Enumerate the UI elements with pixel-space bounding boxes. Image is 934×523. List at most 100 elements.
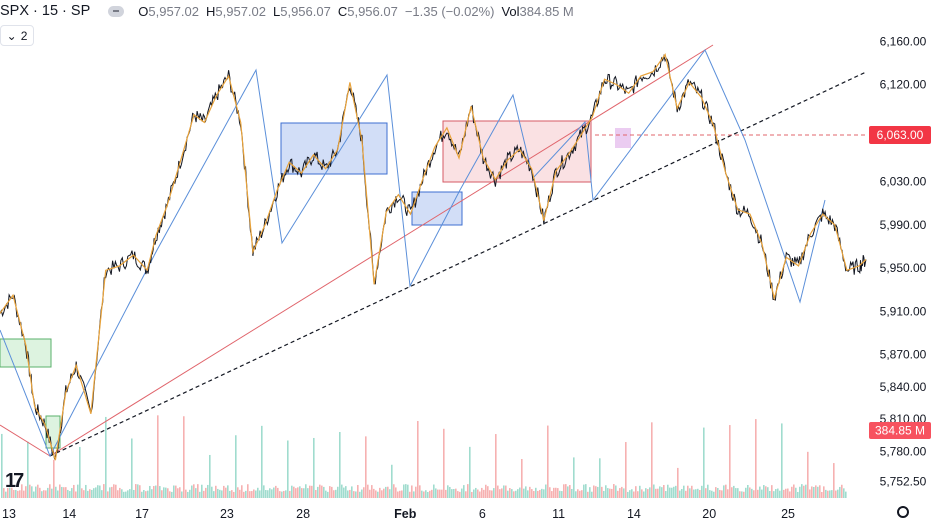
volume-bar: [669, 487, 671, 498]
volume-bar: [439, 489, 441, 498]
time-axis[interactable]: 13 14 17 23 28 Feb 6 11 14 20 25: [2, 507, 795, 521]
volume-bar: [427, 491, 429, 498]
volume-bar: [365, 436, 367, 498]
volume-bar: [279, 491, 281, 498]
volume-bar: [145, 491, 147, 498]
volume-bar: [593, 485, 595, 498]
volume-bar: [87, 490, 89, 498]
red-trend-line-main[interactable]: [49, 44, 714, 457]
volume-bar: [309, 485, 311, 498]
volume-bar: [127, 490, 129, 498]
volume-bar: [643, 491, 645, 498]
volume-bar: [825, 489, 827, 498]
blue-zone-box-2[interactable]: [411, 191, 463, 226]
volume-bar: [619, 488, 621, 498]
volume-bar: [117, 490, 119, 498]
volume-tag-text: 384.85 M: [875, 424, 925, 438]
volume-bar: [433, 484, 435, 498]
pink-marker-box[interactable]: [615, 128, 631, 148]
volume-bar: [477, 489, 479, 498]
volume-bar: [453, 489, 455, 498]
volume-bar: [397, 491, 399, 498]
trend-lines[interactable]: [0, 44, 868, 458]
volume-bar: [27, 441, 29, 498]
volume-bar: [561, 491, 563, 498]
volume-bar: [459, 491, 461, 498]
blue-swing-line[interactable]: [0, 49, 826, 458]
volume-bar: [383, 488, 385, 498]
volume-bar: [191, 485, 193, 498]
red-trend-line[interactable]: [0, 424, 51, 457]
volume-bar: [651, 422, 653, 498]
volume-bar: [281, 491, 283, 498]
drawn-rectangles[interactable]: [0, 120, 631, 449]
volume-bar: [89, 489, 91, 498]
volume-bar: [239, 489, 241, 498]
visibility-icon[interactable]: [108, 5, 125, 17]
volume-bar: [721, 490, 723, 498]
tradingview-logo[interactable]: 17: [5, 470, 24, 492]
zigzag-line[interactable]: [0, 52, 867, 461]
volume-bar: [149, 485, 151, 498]
volume-bar: [515, 490, 517, 498]
volume-bar: [675, 485, 677, 498]
volume-bar: [367, 484, 369, 498]
volume-bar: [177, 488, 179, 498]
volume-bar: [203, 490, 205, 498]
vol-label: Vol: [501, 3, 520, 19]
volume-bar: [745, 487, 747, 498]
volume-bar: [497, 485, 499, 498]
y-tick-label: 6,030.00: [880, 175, 927, 189]
volume-bar: [709, 490, 711, 498]
volume-bar: [529, 486, 531, 498]
volume-bar: [411, 485, 413, 498]
volume-bar: [255, 490, 257, 498]
volume-bar: [335, 489, 337, 498]
volume-bar: [21, 484, 23, 498]
volume-bar: [531, 489, 533, 498]
volume-bar: [521, 459, 523, 498]
volume-bar: [73, 484, 75, 498]
volume-bar: [109, 487, 111, 498]
volume-bar: [811, 486, 813, 498]
volume-bar: [37, 484, 39, 498]
indicator-collapse-button[interactable]: ⌄ 2: [0, 25, 34, 46]
volume-bar: [83, 490, 85, 498]
vol-value: 384.85 M: [519, 3, 574, 19]
volume-bar: [147, 490, 149, 498]
volume-bar: [77, 484, 79, 498]
volume-bar: [537, 490, 539, 498]
volume-bar: [31, 486, 33, 498]
black-dashed-trend[interactable]: [49, 71, 867, 457]
price-axis[interactable]: 6,160.006,120.006,070.006,030.005,990.00…: [880, 34, 927, 488]
y-tick-label: 5,840.00: [880, 380, 927, 394]
volume-bar: [389, 489, 391, 498]
volume-bar: [759, 486, 761, 498]
volume-bar: [331, 486, 333, 498]
blue-zone-box-1[interactable]: [280, 122, 388, 175]
volume-bar: [465, 491, 467, 498]
volume-bar: [555, 487, 557, 498]
x-tick-label: 20: [702, 507, 716, 521]
price-series-line[interactable]: [0, 54, 867, 460]
volume-bar: [467, 484, 469, 498]
high-label: H: [206, 3, 216, 19]
volume-bar: [387, 486, 389, 498]
gear-icon[interactable]: [897, 506, 909, 518]
volume-bar: [635, 486, 637, 498]
volume-bar: [263, 485, 265, 498]
volume-bar: [43, 490, 45, 498]
volume-bar: [611, 488, 613, 498]
volume-bar: [565, 484, 567, 498]
volume-bar: [355, 491, 357, 498]
volume-bar: [657, 488, 659, 498]
symbol-label[interactable]: SPX · 15 · SP: [0, 3, 91, 19]
volume-bar: [57, 490, 59, 498]
red-zone-box[interactable]: [442, 120, 592, 183]
x-tick-label: 25: [781, 507, 795, 521]
volume-bar: [75, 491, 77, 498]
volume-bar: [627, 491, 629, 498]
volume-bar: [113, 484, 115, 498]
volume-bar: [97, 485, 99, 498]
